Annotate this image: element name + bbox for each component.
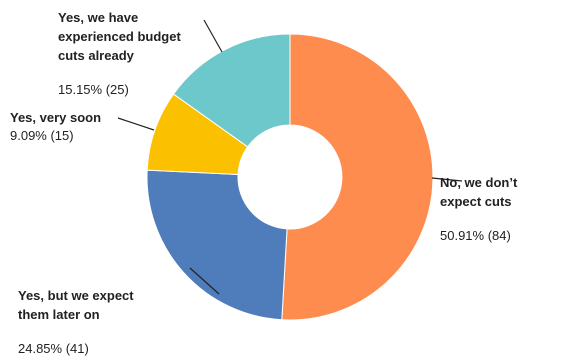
slice-value-3: 9.09% (15) — [10, 128, 74, 143]
leader-line-4 — [203, 19, 223, 53]
slice-value-2: 24.85% (41) — [18, 341, 89, 356]
slice-label-3-line-1: Yes, very soon — [10, 110, 101, 125]
slice-label-4-line-2: experienced budget — [58, 29, 181, 44]
leader-line-3 — [117, 117, 155, 131]
leader-lines-layer — [117, 19, 463, 295]
slices-layer — [146, 33, 434, 321]
slice-label-2-line-2: them later on — [18, 307, 100, 322]
donut-slice-4[interactable] — [172, 33, 291, 148]
leader-line-1 — [431, 177, 463, 182]
slice-value-4: 15.15% (25) — [58, 82, 129, 97]
slice-label-4-line-3: cuts already — [58, 48, 135, 63]
slice-label-1-line-2: expect cuts — [440, 194, 512, 209]
slice-value-1: 50.91% (84) — [440, 228, 511, 243]
slice-label-4-line-1: Yes, we have — [58, 10, 138, 25]
slice-label-1-line-1: No, we don’t — [440, 175, 518, 190]
donut-slice-1[interactable] — [281, 33, 434, 321]
slice-label-2-line-1: Yes, but we expect — [18, 288, 134, 303]
donut-slice-2[interactable] — [146, 169, 288, 321]
leader-line-2 — [189, 267, 220, 295]
labels-layer: No, we don’t expect cuts 50.91% (84) Yes, b… — [10, 10, 518, 356]
